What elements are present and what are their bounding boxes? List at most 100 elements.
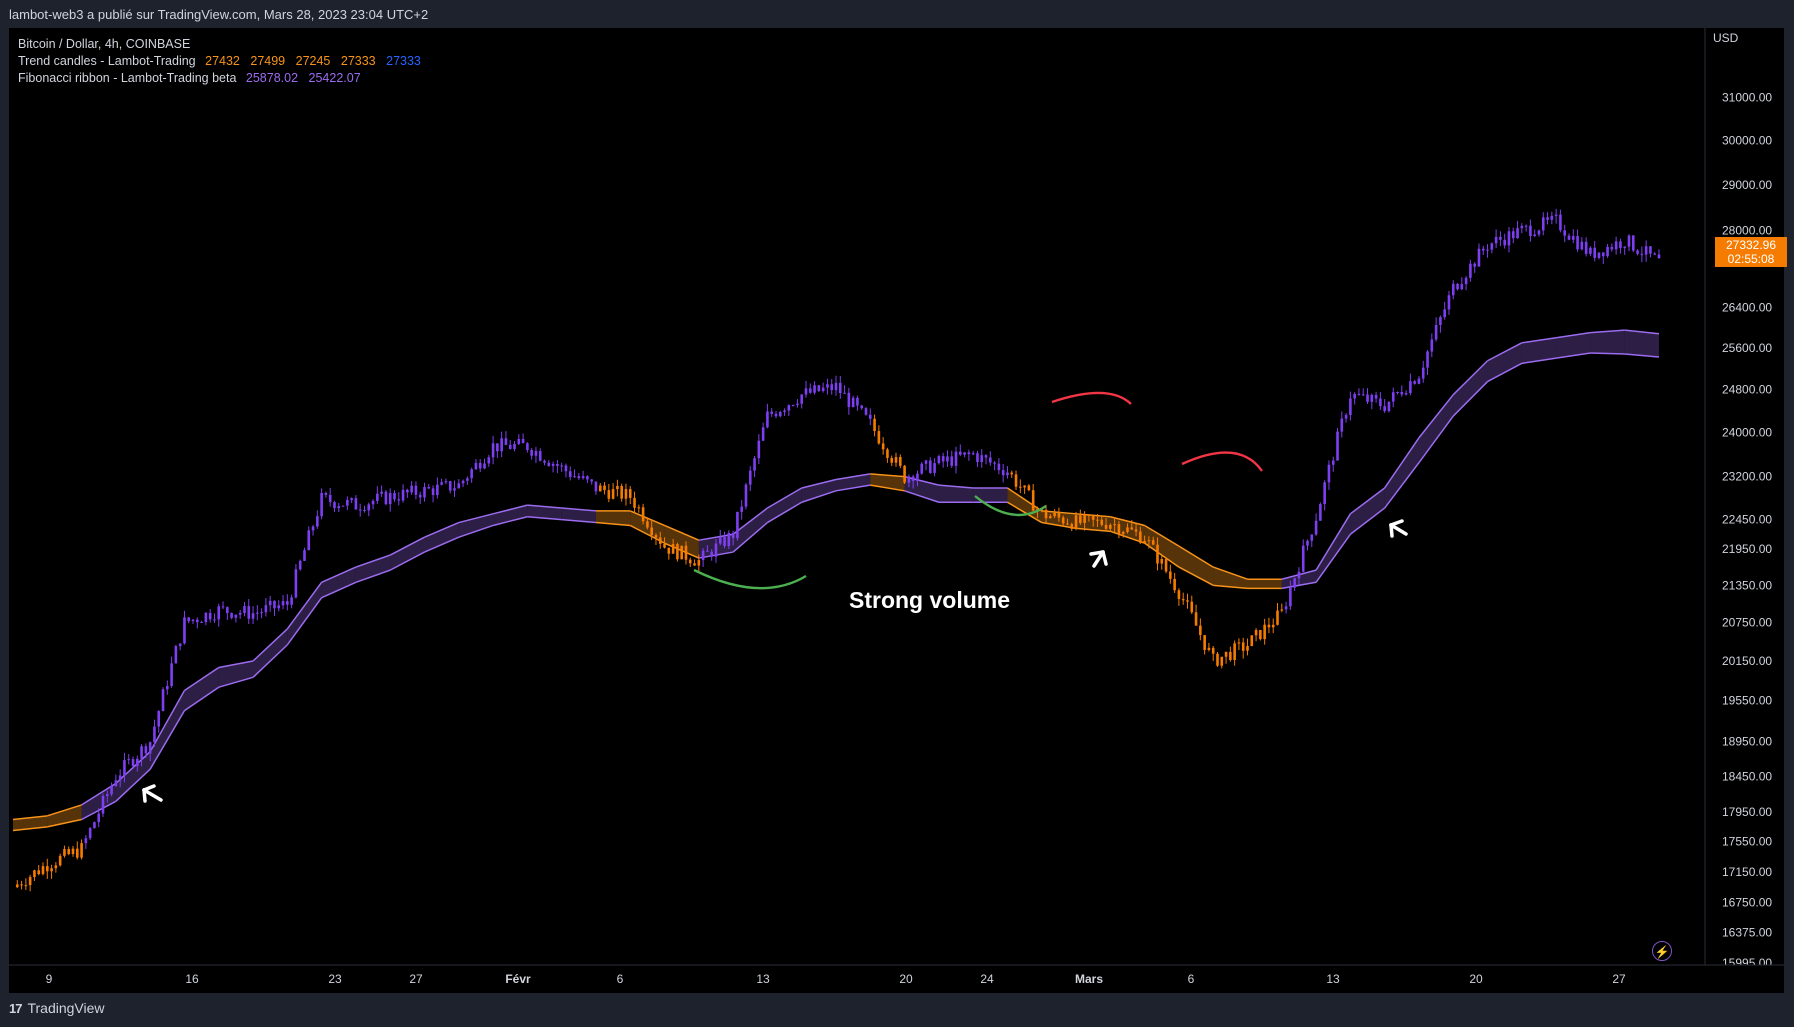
candle-body <box>350 498 353 500</box>
candle-body <box>607 490 611 499</box>
price-tick-label: 25600.00 <box>1722 341 1772 355</box>
ribbon-upper-edge <box>1521 336 1557 344</box>
candle-body <box>15 884 19 888</box>
ribbon-band-segment <box>561 508 596 523</box>
ribbon-upper-edge <box>835 473 871 481</box>
candle-body <box>294 569 298 598</box>
candle-body <box>671 544 675 554</box>
candle-body <box>161 689 165 712</box>
candle-body <box>688 559 692 564</box>
ribbon-lower-edge <box>1144 542 1180 568</box>
price-axis[interactable]: USD 31000.00 30000.00 29000.00 28000.00 26400… <box>1704 28 1784 970</box>
candle-body <box>1237 642 1241 644</box>
flash-icon[interactable]: ⚡ <box>1652 941 1672 961</box>
candle-body <box>337 506 341 509</box>
candle-body <box>28 877 32 886</box>
candle-body <box>431 488 435 496</box>
ribbon-upper-edge <box>870 473 905 478</box>
indicator-legend-trend-candles[interactable]: Trend candles - Lambot-Trading 27432 274… <box>18 53 428 70</box>
ribbon-upper-edge <box>767 487 803 509</box>
candle-body <box>907 476 911 483</box>
candle-body <box>286 601 289 605</box>
ribbon-upper-edge <box>1315 513 1352 571</box>
candle-body <box>1361 394 1365 396</box>
indicator-value: 25878.02 <box>245 71 299 85</box>
ribbon-upper-edge <box>1556 331 1591 339</box>
candle-body <box>1379 398 1382 407</box>
candle-body <box>388 493 392 505</box>
candle-body <box>1139 531 1142 543</box>
ribbon-lower-edge <box>1213 584 1248 590</box>
time-tick-label: 9 <box>46 972 53 986</box>
candle-body <box>1640 253 1644 255</box>
candle-body <box>1207 647 1211 650</box>
price-tick-label: 30000.00 <box>1722 133 1772 147</box>
candle-body <box>774 413 778 417</box>
candle-body <box>170 663 173 687</box>
candle-body <box>1584 241 1588 254</box>
ribbon-lower-edge <box>321 581 357 599</box>
tradingview-logo-icon: 17 <box>9 1000 23 1016</box>
candle-body <box>221 606 225 608</box>
price-tick-label: 21950.00 <box>1722 542 1772 556</box>
candle-body <box>714 543 718 557</box>
candle-body <box>24 885 28 887</box>
candle-body <box>1289 587 1292 607</box>
candle-body <box>663 543 666 548</box>
candle-body <box>757 440 761 459</box>
ribbon-upper-edge <box>1452 360 1489 396</box>
candle-body <box>791 405 795 407</box>
ribbon-upper-edge <box>698 533 734 541</box>
time-axis[interactable]: 9 16 23 27 Févr 6 13 20 24 Mars 6 13 20 27 <box>9 964 1784 993</box>
candle-body <box>466 478 469 481</box>
indicator-legend-fibonacci-ribbon[interactable]: Fibonacci ribbon - Lambot-Trading beta 2… <box>18 70 428 87</box>
ribbon-band-segment <box>218 660 254 688</box>
candle-body <box>1426 351 1429 368</box>
ribbon-band-segment <box>1453 360 1488 417</box>
ribbon-upper-edge <box>904 475 940 486</box>
ribbon-band-segment <box>938 485 974 503</box>
candle-body <box>1541 217 1545 231</box>
candle-body <box>196 619 199 623</box>
candle-body <box>1383 406 1386 412</box>
candle-body <box>1271 624 1275 628</box>
candle-body <box>744 484 748 507</box>
ribbon-upper-edge <box>1624 329 1660 335</box>
price-tick-label: 16750.00 <box>1722 896 1772 910</box>
chart-pane[interactable]: USD 31000.00 30000.00 29000.00 28000.00 26400… <box>9 28 1787 993</box>
candle-body <box>1186 600 1189 602</box>
ribbon-lower-edge <box>527 515 562 521</box>
current-price-value: 27332.96 <box>1725 238 1777 252</box>
ribbon-upper-edge <box>1007 487 1043 512</box>
ribbon-band-segment <box>1350 487 1385 535</box>
ribbon-lower-edge <box>1590 352 1625 355</box>
ribbon-band-segment <box>13 815 48 831</box>
candle-body <box>230 613 233 618</box>
candle-body <box>1550 215 1554 220</box>
ribbon-band-segment <box>390 537 425 571</box>
candle-body <box>123 760 126 776</box>
current-price-label: 27332.96 02:55:08 <box>1715 237 1787 267</box>
candle-body <box>1486 249 1489 251</box>
ribbon-upper-edge <box>664 524 700 541</box>
ribbon-upper-edge <box>1487 342 1523 362</box>
candle-body <box>693 563 696 566</box>
candle-body <box>418 494 422 498</box>
tradingview-logo[interactable]: 17 TradingView <box>9 1000 105 1016</box>
price-chart[interactable]: USD 31000.00 30000.00 29000.00 28000.00 26400… <box>9 28 1784 993</box>
candle-body <box>324 493 328 495</box>
candle-body <box>281 601 285 606</box>
ribbon-lower-edge <box>1075 527 1111 533</box>
resistance-curve-1 <box>1051 391 1132 405</box>
ribbon-lower-edge <box>1110 530 1145 544</box>
candle-body <box>1293 578 1296 588</box>
ribbon-lower-edge <box>1007 501 1043 524</box>
ribbon-lower-edge <box>492 515 528 527</box>
candle-body <box>1636 250 1639 254</box>
candle-body <box>140 746 143 759</box>
candle-body <box>1156 544 1159 564</box>
candle-body <box>166 686 169 690</box>
ribbon-lower-edge <box>1281 581 1317 590</box>
candle-body <box>959 451 962 455</box>
ribbon-lower-edge <box>355 569 391 583</box>
